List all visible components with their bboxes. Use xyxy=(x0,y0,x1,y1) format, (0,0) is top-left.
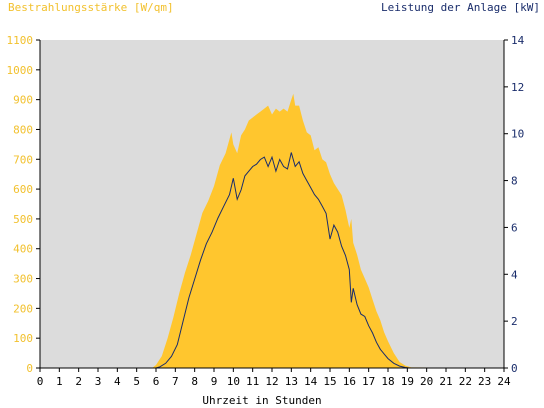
x-tick-label: 6 xyxy=(153,375,160,388)
x-tick-label: 11 xyxy=(246,375,259,388)
right-tick-label: 6 xyxy=(511,221,518,234)
x-tick-label: 1 xyxy=(56,375,63,388)
x-tick-label: 9 xyxy=(211,375,218,388)
irradiance-area-layer xyxy=(40,93,504,368)
x-tick-label: 16 xyxy=(343,375,356,388)
x-tick-label: 4 xyxy=(114,375,121,388)
x-tick-label: 10 xyxy=(227,375,240,388)
left-tick-label: 600 xyxy=(13,183,33,196)
left-tick-label: 100 xyxy=(13,332,33,345)
left-tick-label: 700 xyxy=(13,153,33,166)
x-tick-label: 13 xyxy=(285,375,298,388)
left-tick-label: 500 xyxy=(13,213,33,226)
tick-labels: 0100200300400500600700800900100011000246… xyxy=(7,34,525,388)
x-tick-label: 14 xyxy=(304,375,318,388)
x-tick-label: 20 xyxy=(420,375,433,388)
x-tick-label: 21 xyxy=(439,375,452,388)
right-tick-label: 12 xyxy=(511,81,524,94)
left-tick-label: 1000 xyxy=(7,64,34,77)
x-tick-label: 23 xyxy=(478,375,491,388)
left-tick-label: 200 xyxy=(13,302,33,315)
x-tick-label: 5 xyxy=(133,375,140,388)
x-tick-label: 22 xyxy=(459,375,472,388)
x-axis-title: Uhrzeit in Stunden xyxy=(202,394,322,407)
left-tick-label: 0 xyxy=(26,362,33,375)
x-tick-label: 19 xyxy=(401,375,414,388)
x-tick-label: 8 xyxy=(191,375,198,388)
x-tick-label: 2 xyxy=(75,375,82,388)
left-tick-label: 800 xyxy=(13,123,33,136)
left-axis-title: Bestrahlungsstärke [W/qm] xyxy=(8,1,174,14)
x-tick-label: 15 xyxy=(323,375,336,388)
right-tick-label: 4 xyxy=(511,268,518,281)
x-tick-label: 3 xyxy=(95,375,102,388)
axes xyxy=(36,39,508,372)
irradiance-area xyxy=(40,93,504,368)
x-tick-label: 24 xyxy=(497,375,511,388)
right-tick-label: 8 xyxy=(511,175,518,188)
right-axis-title: Leistung der Anlage [kW] xyxy=(381,1,540,14)
x-tick-label: 17 xyxy=(362,375,375,388)
power-line xyxy=(40,152,504,369)
x-tick-label: 0 xyxy=(37,375,44,388)
x-tick-label: 12 xyxy=(265,375,278,388)
x-tick-label: 7 xyxy=(172,375,179,388)
right-tick-label: 10 xyxy=(511,128,524,141)
left-tick-label: 300 xyxy=(13,273,33,286)
x-tick-label: 18 xyxy=(381,375,394,388)
power-line-layer xyxy=(40,152,504,369)
left-tick-label: 1100 xyxy=(7,34,34,47)
right-tick-label: 2 xyxy=(511,315,518,328)
right-tick-label: 14 xyxy=(511,34,525,47)
left-tick-label: 400 xyxy=(13,243,33,256)
right-tick-label: 0 xyxy=(511,362,518,375)
left-tick-label: 900 xyxy=(13,94,33,107)
